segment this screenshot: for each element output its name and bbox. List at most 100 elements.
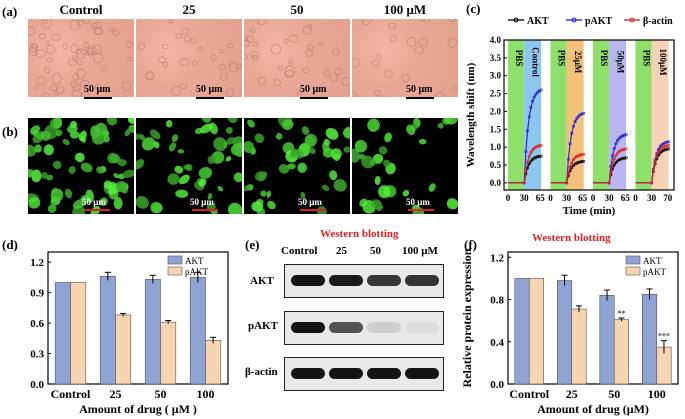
cell-outline — [31, 44, 38, 50]
series-point-pakt — [617, 136, 621, 140]
x-tick-label: 30 — [562, 193, 572, 203]
legend-label: pAKT — [585, 16, 613, 27]
series-point-pakt — [566, 157, 570, 161]
series-point-actin — [665, 144, 669, 148]
cell-outline — [112, 29, 120, 37]
cell-outline — [77, 60, 83, 66]
x-tick-label: Control — [509, 387, 549, 401]
panel-label-e: (e) — [245, 237, 260, 252]
bar-akt — [642, 293, 658, 385]
cell-outline — [49, 84, 58, 92]
cell-outline — [171, 85, 181, 97]
cell-outline — [361, 19, 371, 26]
fluorescent-cell — [200, 123, 213, 134]
fluorescent-cell — [177, 149, 185, 154]
x-tick-label: 50 — [608, 387, 620, 401]
series-point-pakt — [611, 154, 615, 158]
fluorescent-cell — [136, 133, 141, 140]
fluorescent-cell — [85, 189, 95, 203]
blot-band — [329, 322, 363, 333]
fluorescent-cell — [198, 167, 213, 179]
fluorescent-cell — [369, 159, 377, 166]
cell-outline — [302, 67, 310, 74]
cell-outline — [108, 27, 115, 32]
fluorescent-cell — [198, 178, 207, 187]
fluorescence-image-control — [28, 118, 134, 214]
cell-outline — [38, 33, 47, 40]
series-point-akt — [571, 163, 575, 167]
cell-outline — [307, 24, 313, 30]
series-point-pakt — [529, 105, 533, 109]
fluorescent-cell — [354, 140, 368, 153]
fluorescent-cell — [55, 129, 63, 137]
cell-outline — [83, 19, 91, 24]
series-line-pakt — [508, 89, 542, 184]
y-tick-label: 3.5 — [490, 53, 502, 63]
cell-outline — [418, 19, 424, 22]
fluorescent-cell — [50, 201, 56, 209]
series-point-actin — [614, 153, 618, 157]
fluorescent-cell — [217, 186, 224, 192]
cell-outline — [62, 43, 68, 50]
series-point-actin — [570, 161, 574, 165]
fluorescent-cell — [91, 131, 106, 145]
fluorescent-cell — [367, 118, 380, 132]
fluorescent-cell — [278, 164, 290, 174]
blot-band — [367, 322, 401, 333]
cell-outline — [406, 36, 417, 48]
fluorescent-cell — [297, 162, 307, 173]
cell-outline — [376, 53, 382, 59]
legend-marker — [513, 17, 519, 23]
fluorescent-cell — [213, 137, 228, 152]
x-tick-label: Control — [51, 387, 91, 401]
cell-outline — [228, 62, 239, 73]
fluorescent-cell — [141, 137, 156, 151]
fluorescent-cell — [374, 175, 381, 186]
series-point-akt — [619, 157, 623, 161]
cell-outline — [423, 19, 430, 23]
x-tick-label: 25 — [110, 387, 122, 401]
series-point-actin — [655, 154, 659, 158]
cell-outline — [418, 37, 429, 47]
cell-outline — [305, 48, 313, 57]
fluorescent-cell — [28, 169, 35, 178]
drug-band — [524, 40, 542, 190]
cell-outline — [94, 83, 102, 91]
series-point-pakt — [621, 134, 625, 138]
cell-outline — [451, 86, 458, 92]
cell-outline — [56, 86, 65, 94]
cell-outline — [93, 27, 103, 35]
x-axis-label: Amount of drug (μM) — [537, 402, 649, 416]
series-point-pakt — [612, 147, 616, 151]
cell-outline — [71, 89, 82, 97]
fluorescence-image-25 — [136, 118, 242, 214]
cell-outline — [127, 56, 133, 62]
brightfield-image-control — [28, 19, 134, 97]
blot-lane-100: 100 μM — [402, 245, 438, 257]
fluorescent-cell — [378, 185, 391, 199]
series-point-pakt — [575, 116, 579, 120]
series-point-akt — [662, 148, 666, 152]
legend-label: AKT — [527, 16, 549, 27]
cell-outline — [93, 52, 104, 64]
x-tick-label: 30 — [520, 193, 530, 203]
fluorescent-cell — [321, 184, 330, 192]
fluorescent-cell — [225, 126, 233, 134]
cell-outline — [244, 54, 248, 60]
cell-outline — [318, 41, 324, 47]
fluorescent-cell — [267, 200, 276, 210]
fluorescent-cell — [323, 138, 331, 146]
fluorescent-cell — [136, 196, 149, 209]
cell-outline — [277, 65, 284, 71]
fluorescent-cell — [117, 159, 127, 167]
legend-marker — [571, 17, 577, 23]
y-tick-label: 0.8 — [490, 295, 504, 307]
fluorescent-cell — [40, 130, 51, 141]
chart-c-sensorgram: PBS Control PBS 25μM PBS 50μM PBS 100μM 0.0 0.5 1.… — [466, 16, 675, 217]
chart-f-title: Western blotting — [532, 232, 611, 244]
cell-outline — [35, 49, 47, 58]
fluorescent-cell — [294, 148, 304, 159]
series-point-pakt — [524, 150, 528, 154]
chart-frame — [507, 251, 679, 385]
bar-pakt — [115, 314, 132, 385]
